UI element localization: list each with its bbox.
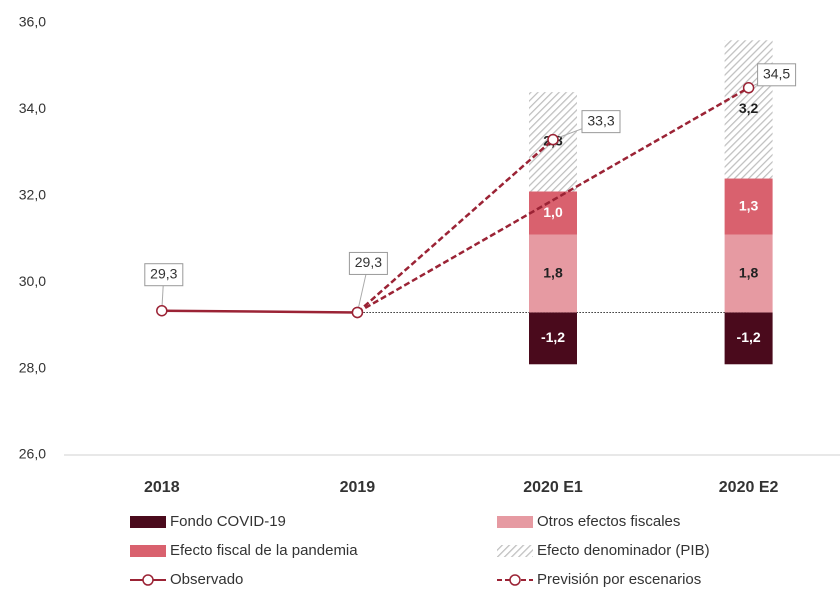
bar-segment	[724, 234, 773, 313]
data-label: 29,3	[150, 265, 177, 281]
legend-label: Fondo COVID-19	[170, 513, 286, 530]
x-tick-label: 2020 E1	[523, 479, 583, 496]
y-tick-label: 28,0	[19, 359, 46, 375]
segment-label: -1,2	[541, 329, 565, 345]
x-tick-label: 2019	[340, 479, 376, 496]
segment-label: 3,2	[739, 100, 759, 116]
data-label: 29,3	[355, 254, 382, 270]
data-label: 34,5	[763, 66, 790, 82]
x-tick-label: 2020 E2	[719, 479, 779, 496]
bar-segment	[724, 312, 773, 365]
x-tick-label: 2018	[144, 479, 180, 496]
forecast-marker	[351, 306, 364, 319]
legend-label: Efecto denominador (PIB)	[537, 542, 710, 559]
observed-marker	[156, 304, 168, 317]
legend-swatch	[497, 545, 533, 557]
label-box	[348, 251, 388, 275]
y-tick-label: 34,0	[19, 100, 46, 116]
bar-segment	[529, 234, 577, 313]
forecast-line	[356, 138, 554, 314]
legend-label: Efecto fiscal de la pandemia	[170, 542, 358, 559]
legend-swatch	[497, 516, 533, 528]
legend-label: Previsión por escenarios	[537, 571, 701, 588]
legend-swatch	[130, 545, 166, 557]
segment-label: 1,0	[543, 204, 563, 220]
legend-swatch	[130, 516, 166, 528]
bar-segment	[529, 312, 577, 365]
label-box	[757, 63, 797, 87]
forecast-line	[356, 86, 750, 314]
legend-marker	[509, 574, 521, 586]
forecast-marker	[742, 82, 755, 94]
segment-label: -1,2	[737, 329, 761, 345]
segment-label: 1,8	[543, 264, 563, 280]
data-label: 33,3	[587, 112, 614, 128]
legend-label: Otros efectos fiscales	[537, 513, 680, 530]
legend-label: Observado	[170, 571, 243, 588]
y-tick-label: 36,0	[19, 14, 46, 30]
y-tick-label: 30,0	[19, 273, 46, 289]
bar-segment	[724, 178, 773, 235]
label-box	[144, 263, 184, 287]
segment-label: 1,3	[739, 197, 759, 213]
y-tick-label: 32,0	[19, 187, 46, 203]
y-tick-label: 26,0	[19, 446, 46, 462]
label-box	[581, 110, 621, 134]
segment-label: 1,8	[739, 264, 759, 280]
forecast-marker	[547, 133, 559, 146]
legend-marker	[142, 574, 154, 586]
observed-line	[161, 309, 358, 314]
